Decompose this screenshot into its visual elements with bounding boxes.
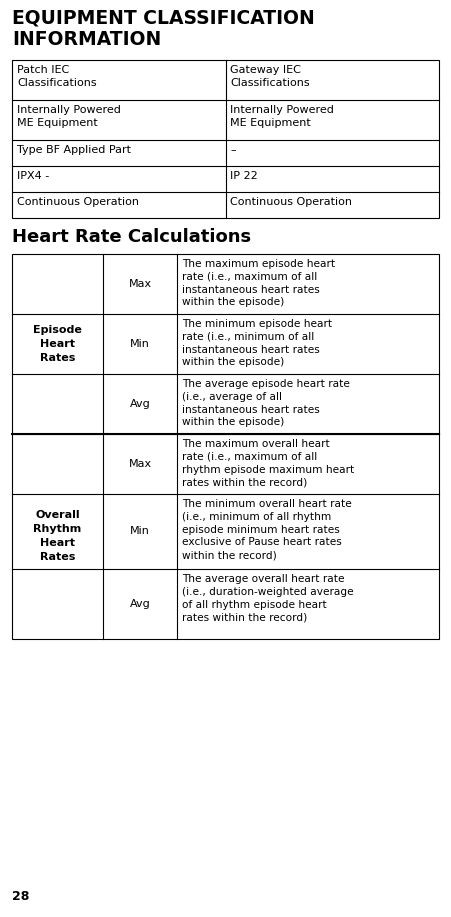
Text: The average episode heart rate
(i.e., average of all
instantaneous heart rates
w: The average episode heart rate (i.e., av… [182,379,350,427]
Text: Max: Max [129,459,152,469]
Text: Max: Max [129,279,152,289]
Text: Type BF Applied Part: Type BF Applied Part [17,145,131,155]
Text: Patch IEC
Classifications: Patch IEC Classifications [17,65,97,88]
Text: Continuous Operation: Continuous Operation [17,197,139,207]
Text: The minimum episode heart
rate (i.e., minimum of all
instantaneous heart rates
w: The minimum episode heart rate (i.e., mi… [182,319,332,368]
Text: Episode
Heart
Rates: Episode Heart Rates [33,325,82,363]
Text: INFORMATION: INFORMATION [12,30,161,49]
Text: Internally Powered
ME Equipment: Internally Powered ME Equipment [17,105,121,128]
Text: Avg: Avg [129,399,150,409]
Text: Min: Min [130,339,150,349]
Bar [12,60,439,218]
Text: The average overall heart rate
(i.e., duration-weighted average
of all rhythm ep: The average overall heart rate (i.e., du… [182,574,354,623]
Text: Avg: Avg [129,599,150,609]
Text: EQUIPMENT CLASSIFICATION: EQUIPMENT CLASSIFICATION [12,8,315,27]
Text: Min: Min [130,526,150,536]
Text: IP 22: IP 22 [230,171,258,181]
Text: IPX4 -: IPX4 - [17,171,49,181]
Text: The maximum overall heart
rate (i.e., maximum of all
rhythm episode maximum hear: The maximum overall heart rate (i.e., ma… [182,439,354,488]
Text: The minimum overall heart rate
(i.e., minimum of all rhythm
episode minimum hear: The minimum overall heart rate (i.e., mi… [182,499,352,560]
Text: Overall
Rhythm
Heart
Rates: Overall Rhythm Heart Rates [33,511,82,562]
Text: Internally Powered
ME Equipment: Internally Powered ME Equipment [230,105,334,128]
Text: The maximum episode heart
rate (i.e., maximum of all
instantaneous heart rates
w: The maximum episode heart rate (i.e., ma… [182,259,335,307]
Text: Continuous Operation: Continuous Operation [230,197,353,207]
Text: 28: 28 [12,890,29,903]
Text: Gateway IEC
Classifications: Gateway IEC Classifications [230,65,310,88]
Text: –: – [230,145,236,155]
Bar [12,254,439,639]
Text: Heart Rate Calculations: Heart Rate Calculations [12,228,251,246]
